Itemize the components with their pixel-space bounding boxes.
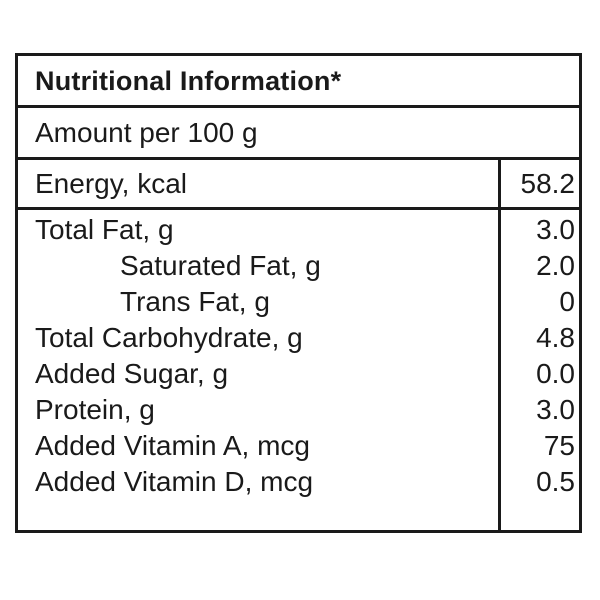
nutrient-list: Total Fat, g 3.0 Saturated Fat, g 2.0 Tr…	[18, 210, 579, 530]
nutrient-value-total-carbohydrate: 4.8	[536, 322, 575, 353]
nutrition-facts-panel: Nutritional Information* Amount per 100 …	[15, 53, 582, 533]
panel-title: Nutritional Information*	[35, 66, 342, 96]
nutrient-name-protein: Protein, g	[35, 394, 155, 425]
serving-basis: Amount per 100 g	[35, 117, 258, 148]
nutrient-name-total-fat: Total Fat, g	[35, 214, 174, 245]
title-row: Nutritional Information*	[18, 56, 579, 108]
column-divider	[498, 160, 501, 530]
nutrient-name-added-sugar: Added Sugar, g	[35, 358, 229, 389]
nutrient-value-protein: 3.0	[536, 394, 575, 425]
serving-basis-row: Amount per 100 g	[18, 108, 579, 160]
energy-row: Energy, kcal 58.2	[18, 160, 579, 210]
energy-label: Energy, kcal	[35, 168, 187, 199]
nutrient-value-trans-fat: 0	[559, 286, 575, 317]
energy-value: 58.2	[520, 168, 576, 199]
nutrient-name-saturated-fat: Saturated Fat, g	[120, 250, 321, 281]
nutrient-name-trans-fat: Trans Fat, g	[120, 286, 270, 317]
nutrient-value-saturated-fat: 2.0	[536, 250, 575, 281]
nutrient-value-vitamin-a: 75	[543, 430, 575, 461]
nutrient-value-total-fat: 3.0	[536, 214, 575, 245]
nutrient-value-added-sugar: 0.0	[536, 358, 575, 389]
nutrient-name-vitamin-d: Added Vitamin D, mcg	[35, 466, 314, 497]
nutrient-name-vitamin-a: Added Vitamin A, mcg	[35, 430, 310, 461]
nutrient-value-vitamin-d: 0.5	[536, 466, 575, 497]
nutrient-name-total-carbohydrate: Total Carbohydrate, g	[35, 322, 303, 353]
